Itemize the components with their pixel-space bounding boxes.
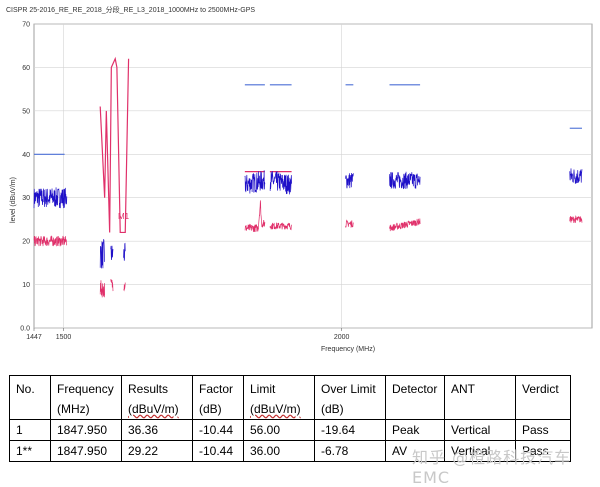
header-frequency: Frequency (MHz) <box>50 375 122 420</box>
cell-frequency: 1847.950 <box>50 419 122 441</box>
table-header-row: No. Frequency (MHz) Results (dBuV/m) Facto… <box>9 375 571 420</box>
plot-area <box>33 23 593 329</box>
cell-results: 29.22 <box>121 440 193 462</box>
cell-ant: Vertical <box>444 440 516 462</box>
series-peak <box>389 171 421 190</box>
x-tick-label: 2000 <box>334 334 350 341</box>
table-row: 1** 1847.950 29.22 -10.44 36.00 -6.78 AV… <box>9 440 571 462</box>
series-average <box>33 235 68 247</box>
series-peak <box>110 245 114 260</box>
results-table: No. Frequency (MHz) Results (dBuV/m) Facto… <box>9 375 571 462</box>
header-verdict: Verdict <box>515 375 571 420</box>
y-tick-label: 60 <box>22 65 30 72</box>
series-average <box>123 282 126 292</box>
cell-factor: -10.44 <box>192 440 244 462</box>
header-over-limit: Over Limit (dB) <box>314 375 386 420</box>
series-peak <box>569 168 583 184</box>
cell-ant: Vertical <box>444 419 516 441</box>
header-factor: Factor (dB) <box>192 375 244 420</box>
cell-no: 1 <box>9 419 51 441</box>
cell-detector: Peak <box>385 419 445 441</box>
y-tick-label: 20 <box>22 239 30 246</box>
y-axis-title: level (dBuV/m) <box>10 177 17 223</box>
cell-verdict: Pass <box>515 419 571 441</box>
y-tick-label: 70 <box>22 22 30 29</box>
y-tick-label: 10 <box>22 282 30 289</box>
y-tick-label: 40 <box>22 152 30 159</box>
series-peak <box>244 170 266 194</box>
series-average <box>110 279 114 292</box>
x-axis-title: Frequency (MHz) <box>321 346 375 353</box>
series-peak <box>99 239 105 269</box>
emc-chart: CISPR 25-2016_RE_RE_2018_分段_RE_L3_2018_1… <box>6 5 593 353</box>
y-tick-label: 30 <box>22 195 30 202</box>
x-tick-label: 1500 <box>56 334 72 341</box>
y-tick-label: 0.0 <box>20 326 30 333</box>
series-peak <box>123 242 126 261</box>
header-results: Results (dBuV/m) <box>121 375 193 420</box>
cell-results: 36.36 <box>121 419 193 441</box>
series-limit-average <box>99 56 130 234</box>
cell-over-limit: -19.64 <box>314 419 386 441</box>
series-layer <box>33 56 583 298</box>
cell-over-limit: -6.78 <box>314 440 386 462</box>
cell-limit: 56.00 <box>243 419 315 441</box>
series-average <box>244 200 266 233</box>
table-row: 1 1847.950 36.36 -10.44 56.00 -19.64 Pea… <box>9 419 571 441</box>
header-no: No. <box>9 375 51 420</box>
series-average <box>269 222 292 231</box>
tick-labels: 0.0 10 20 30 40 50 60 70 1447 1500 2000 <box>20 22 349 342</box>
marker-label: M1 <box>118 212 130 221</box>
cell-verdict: Pass <box>515 440 571 462</box>
series-average <box>569 215 583 223</box>
cell-no: 1** <box>9 440 51 462</box>
series-peak <box>345 173 354 189</box>
cell-limit: 36.00 <box>243 440 315 462</box>
marker-layer: M1 <box>118 212 130 221</box>
series-peak <box>269 170 292 195</box>
cell-frequency: 1847.950 <box>50 440 122 462</box>
series-peak <box>33 187 68 209</box>
y-tick-label: 50 <box>22 108 30 115</box>
x-tick-label: 1447 <box>26 334 42 341</box>
series-average <box>99 280 105 298</box>
chart-title: CISPR 25-2016_RE_RE_2018_分段_RE_L3_2018_1… <box>6 5 255 14</box>
header-limit: Limit (dBuV/m) <box>243 375 315 420</box>
cell-factor: -10.44 <box>192 419 244 441</box>
series-average <box>345 219 354 228</box>
header-ant: ANT <box>444 375 516 420</box>
header-detector: Detector <box>385 375 445 420</box>
series-average <box>389 218 421 232</box>
